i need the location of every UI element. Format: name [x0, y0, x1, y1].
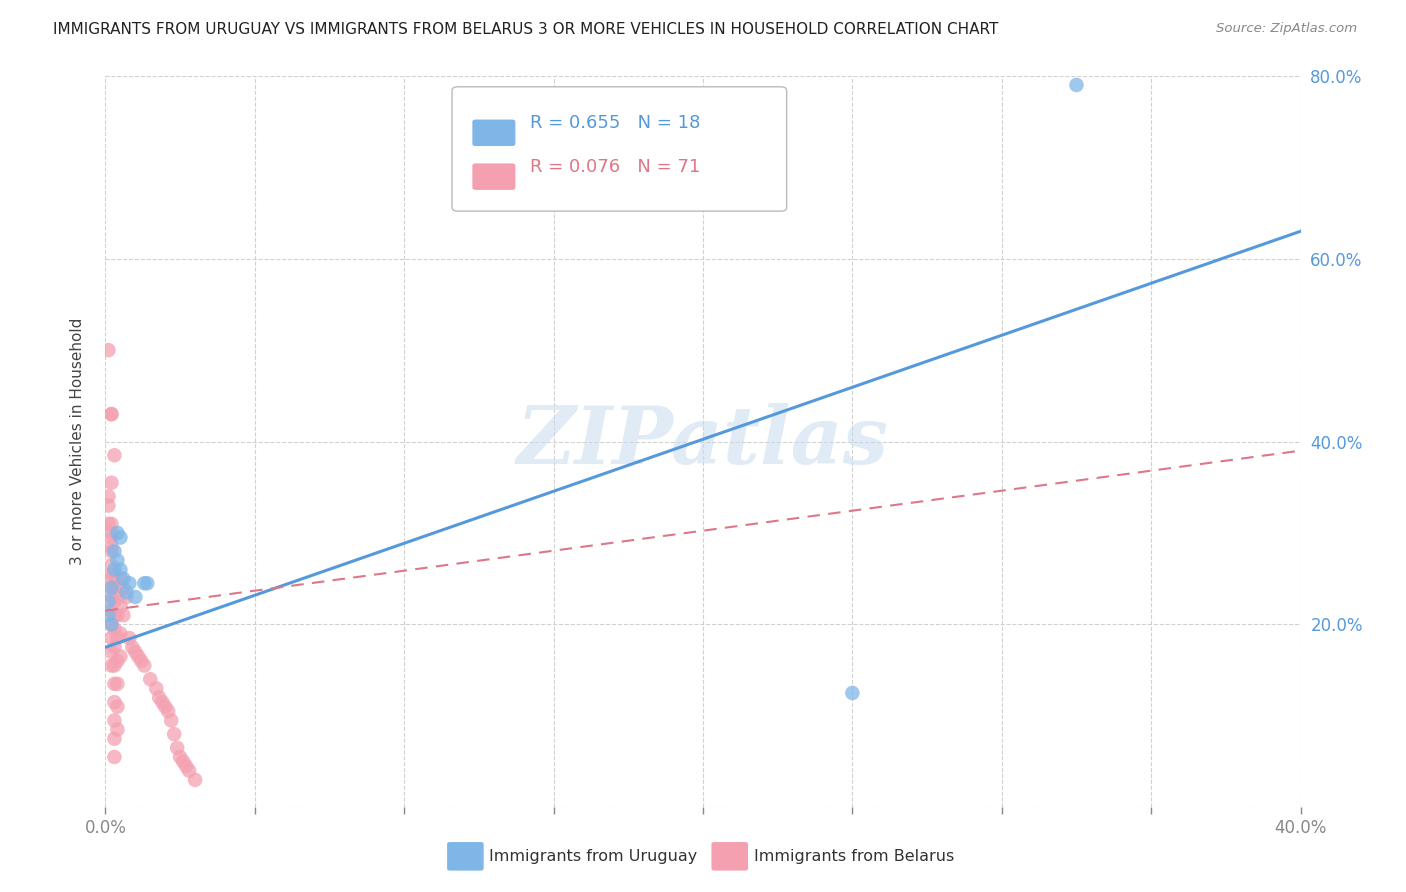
Point	[163, 727, 186, 741]
Point	[103, 622, 125, 636]
Point	[97, 516, 120, 531]
Text: ZIPatlas: ZIPatlas	[517, 403, 889, 480]
Point	[103, 567, 125, 582]
Point	[129, 654, 153, 668]
Point	[107, 699, 129, 714]
Point	[145, 681, 167, 696]
Point	[118, 576, 141, 591]
Point	[110, 563, 132, 577]
Point	[100, 617, 122, 632]
Point	[166, 740, 188, 755]
Point	[150, 695, 173, 709]
Point	[103, 658, 125, 673]
Point	[112, 572, 135, 586]
Text: IMMIGRANTS FROM URUGUAY VS IMMIGRANTS FROM BELARUS 3 OR MORE VEHICLES IN HOUSEHO: IMMIGRANTS FROM URUGUAY VS IMMIGRANTS FR…	[53, 22, 998, 37]
FancyBboxPatch shape	[451, 87, 787, 211]
Point	[103, 695, 125, 709]
Point	[100, 604, 122, 618]
Point	[103, 581, 125, 595]
Point	[100, 631, 122, 645]
Point	[103, 714, 125, 728]
Text: R = 0.655   N = 18: R = 0.655 N = 18	[530, 114, 700, 132]
Point	[100, 581, 122, 595]
Point	[157, 704, 180, 718]
Point	[107, 590, 129, 604]
Point	[100, 516, 122, 531]
Point	[148, 690, 170, 705]
Point	[100, 567, 122, 582]
Point	[107, 677, 129, 691]
Point	[97, 499, 120, 513]
Point	[103, 731, 125, 746]
Point	[100, 407, 122, 421]
Point	[100, 572, 122, 586]
Point	[107, 576, 129, 591]
Point	[103, 563, 125, 577]
Point	[127, 649, 149, 664]
Point	[103, 677, 125, 691]
Point	[155, 699, 177, 714]
Point	[103, 544, 125, 558]
Point	[139, 673, 162, 687]
Point	[136, 576, 159, 591]
Point	[100, 658, 122, 673]
Point	[100, 617, 122, 632]
Point	[100, 558, 122, 572]
Point	[107, 526, 129, 541]
Point	[100, 544, 122, 558]
Point	[110, 599, 132, 614]
Point	[115, 590, 138, 604]
Point	[107, 654, 129, 668]
Point	[121, 640, 143, 655]
Point	[110, 531, 132, 545]
Point	[184, 772, 207, 787]
Point	[174, 759, 197, 773]
Point	[100, 540, 122, 554]
Point	[107, 608, 129, 623]
Point	[100, 407, 122, 421]
Point	[103, 750, 125, 764]
Point	[134, 658, 156, 673]
Point	[160, 714, 183, 728]
Point	[97, 489, 120, 503]
Point	[103, 594, 125, 608]
Point	[100, 526, 122, 541]
Point	[97, 594, 120, 608]
Y-axis label: 3 or more Vehicles in Household: 3 or more Vehicles in Household	[70, 318, 84, 566]
Point	[97, 343, 120, 358]
FancyBboxPatch shape	[472, 120, 516, 146]
Point	[103, 448, 125, 462]
Point	[107, 723, 129, 737]
Point	[112, 581, 135, 595]
Point	[172, 755, 194, 769]
Point	[107, 631, 129, 645]
Text: Immigrants from Uruguay: Immigrants from Uruguay	[489, 849, 697, 863]
Point	[841, 686, 863, 700]
Point	[100, 645, 122, 659]
Point	[103, 640, 125, 655]
Point	[124, 645, 146, 659]
Point	[1066, 78, 1088, 92]
Point	[124, 590, 146, 604]
Text: Immigrants from Belarus: Immigrants from Belarus	[754, 849, 953, 863]
Point	[134, 576, 156, 591]
Point	[100, 590, 122, 604]
FancyBboxPatch shape	[472, 163, 516, 190]
Point	[177, 764, 201, 778]
Point	[100, 581, 122, 595]
Text: Source: ZipAtlas.com: Source: ZipAtlas.com	[1216, 22, 1357, 36]
Point	[110, 649, 132, 664]
Point	[100, 531, 122, 545]
Point	[110, 626, 132, 640]
Point	[110, 572, 132, 586]
Point	[107, 553, 129, 567]
Point	[97, 608, 120, 623]
Point	[118, 631, 141, 645]
Point	[103, 608, 125, 623]
Point	[112, 608, 135, 623]
Point	[115, 585, 138, 599]
Point	[169, 750, 191, 764]
Text: R = 0.076   N = 71: R = 0.076 N = 71	[530, 158, 700, 177]
Point	[100, 475, 122, 490]
